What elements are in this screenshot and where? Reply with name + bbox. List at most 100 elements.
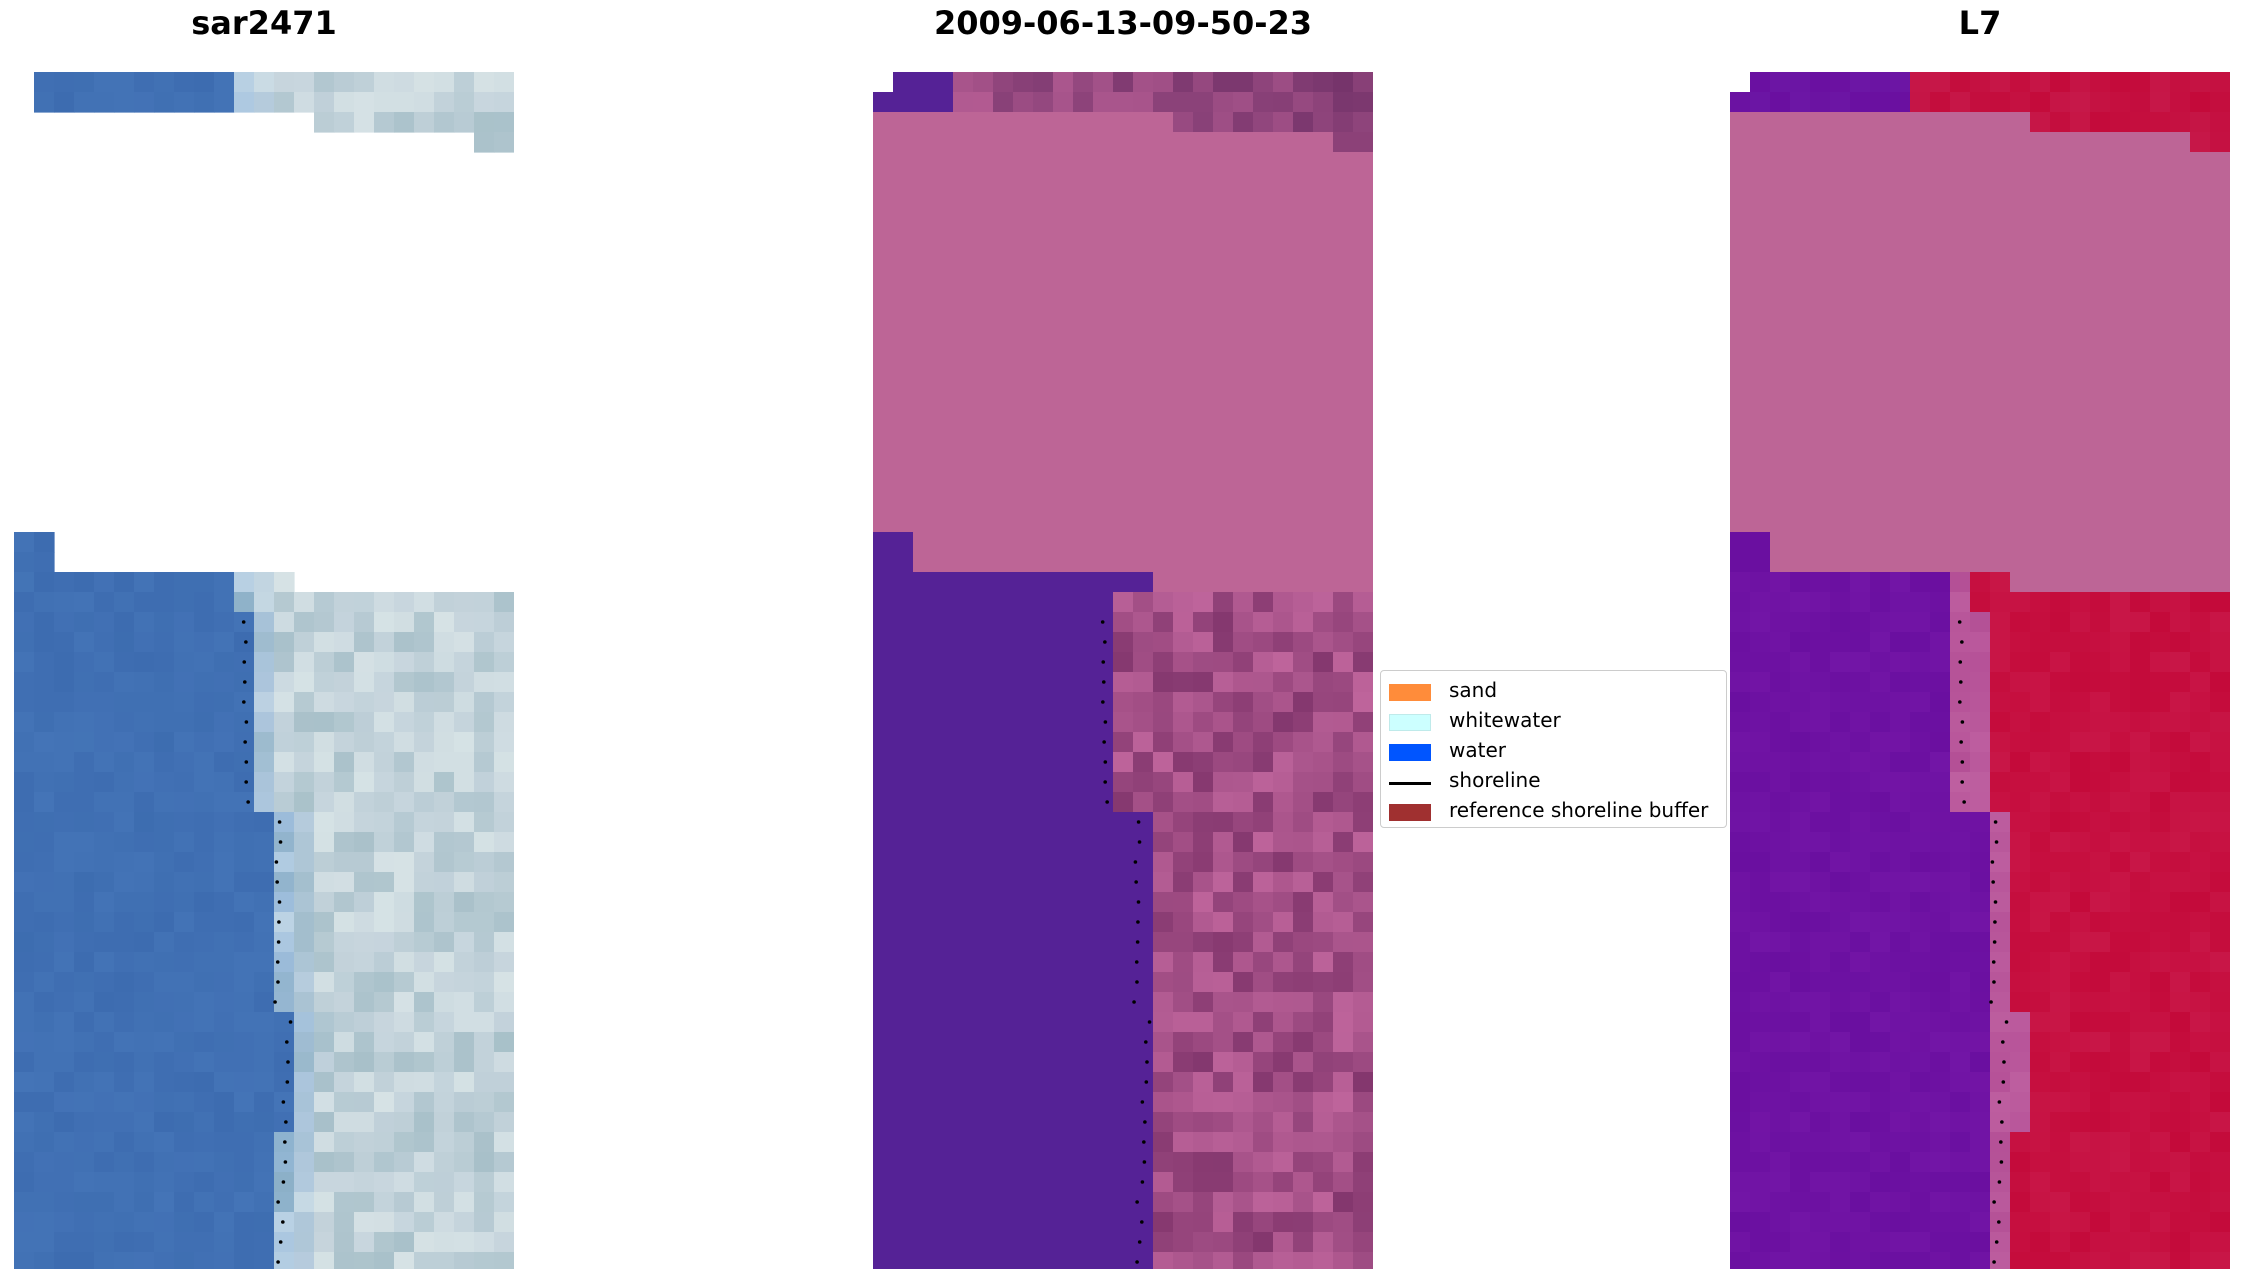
pixel-cell xyxy=(114,1052,135,1073)
pixel-cell xyxy=(2150,132,2171,153)
pixel-cell xyxy=(2130,392,2151,413)
pixel-cell xyxy=(1273,552,1294,573)
pixel-cell xyxy=(1313,912,1334,933)
pixel-cell xyxy=(1113,1112,1134,1133)
pixel-cell xyxy=(1950,92,1971,113)
pixel-cell xyxy=(1830,132,1851,153)
pixel-cell xyxy=(1073,1032,1094,1053)
pixel-cell xyxy=(114,952,135,973)
pixel-cell xyxy=(1073,232,1094,253)
pixel-cell xyxy=(494,92,514,113)
pixel-cell xyxy=(494,692,514,713)
pixel-cell xyxy=(2050,612,2071,633)
pixel-cell xyxy=(2150,392,2171,413)
pixel-cell xyxy=(913,932,934,953)
pixel-cell xyxy=(1033,112,1054,133)
pixel-cell xyxy=(1970,612,1991,633)
pixel-cell xyxy=(2050,932,2071,953)
pixel-cell xyxy=(1890,612,1911,633)
pixel-cell xyxy=(2030,432,2051,453)
pixel-cell xyxy=(314,1052,335,1073)
pixel-cell xyxy=(973,1172,994,1193)
pixel-cell xyxy=(1890,352,1911,373)
pixel-cell xyxy=(154,652,175,673)
pixel-cell xyxy=(1133,912,1154,933)
pixel-cell xyxy=(2090,392,2111,413)
pixel-cell xyxy=(933,72,954,93)
pixel-cell xyxy=(1193,572,1214,593)
pixel-cell xyxy=(2030,1172,2051,1193)
pixel-cell xyxy=(1093,1252,1114,1269)
pixel-cell xyxy=(2110,1212,2131,1233)
pixel-cell xyxy=(1213,1192,1234,1213)
pixel-cell xyxy=(1930,1172,1951,1193)
pixel-cell xyxy=(1910,612,1931,633)
pixel-cell xyxy=(1770,1192,1791,1213)
pixel-cell xyxy=(1870,472,1891,493)
pixel-cell xyxy=(1790,1152,1811,1173)
pixel-cell xyxy=(873,272,894,293)
pixel-cell xyxy=(14,1132,35,1153)
shoreline-point xyxy=(244,760,249,764)
pixel-cell xyxy=(394,652,415,673)
pixel-cell xyxy=(1910,132,1931,153)
pixel-cell xyxy=(74,892,95,913)
pixel-cell xyxy=(1173,332,1194,353)
pixel-cell xyxy=(1313,652,1334,673)
pixel-cell xyxy=(1093,132,1114,153)
pixel-cell xyxy=(1053,372,1074,393)
pixel-cell xyxy=(1253,172,1274,193)
shoreline-point xyxy=(1136,920,1140,924)
pixel-cell xyxy=(454,1232,475,1253)
pixel-cell xyxy=(214,872,235,893)
pixel-cell xyxy=(1093,152,1114,173)
pixel-cell xyxy=(1830,932,1851,953)
pixel-cell xyxy=(454,972,475,993)
pixel-cell xyxy=(2170,992,2191,1013)
pixel-cell xyxy=(2030,972,2051,993)
pixel-cell xyxy=(414,72,435,93)
pixel-cell xyxy=(1253,1032,1274,1053)
pixel-cell xyxy=(1113,472,1134,493)
pixel-cell xyxy=(1890,592,1911,613)
shoreline-point xyxy=(1960,720,1965,724)
pixel-cell xyxy=(214,992,235,1013)
pixel-cell xyxy=(973,272,994,293)
pixel-cell xyxy=(1950,212,1971,233)
pixel-cell xyxy=(2070,812,2091,833)
pixel-cell xyxy=(1970,272,1991,293)
pixel-cell xyxy=(1193,732,1214,753)
pixel-cell xyxy=(214,1212,235,1233)
pixel-cell xyxy=(1353,1212,1373,1233)
pixel-cell xyxy=(893,732,914,753)
pixel-cell xyxy=(2210,432,2230,453)
pixel-cell xyxy=(1810,412,1831,433)
pixel-cell xyxy=(1930,692,1951,713)
pixel-cell xyxy=(1990,252,2011,273)
pixel-cell xyxy=(1053,1092,1074,1113)
pixel-cell xyxy=(234,712,255,733)
pixel-cell xyxy=(374,712,395,733)
pixel-cell xyxy=(1013,792,1034,813)
pixel-cell xyxy=(1333,232,1354,253)
pixel-cell xyxy=(1093,992,1114,1013)
pixel-cell xyxy=(274,1052,295,1073)
pixel-cell xyxy=(154,612,175,633)
pixel-cell xyxy=(1950,1192,1971,1213)
pixel-cell xyxy=(2070,132,2091,153)
pixel-cell xyxy=(1910,72,1931,93)
pixel-cell xyxy=(1970,892,1991,913)
pixel-cell xyxy=(1293,672,1314,693)
pixel-cell xyxy=(454,1252,475,1269)
pixel-cell xyxy=(1890,932,1911,953)
pixel-cell xyxy=(1830,772,1851,793)
pixel-cell xyxy=(294,1252,315,1269)
pixel-cell xyxy=(1970,332,1991,353)
pixel-cell xyxy=(1293,1052,1314,1073)
pixel-cell xyxy=(1990,432,2011,453)
pixel-cell xyxy=(1990,972,2011,993)
pixel-cell xyxy=(74,1252,95,1269)
pixel-cell xyxy=(1870,192,1891,213)
pixel-cell xyxy=(1790,712,1811,733)
pixel-cell xyxy=(1133,712,1154,733)
